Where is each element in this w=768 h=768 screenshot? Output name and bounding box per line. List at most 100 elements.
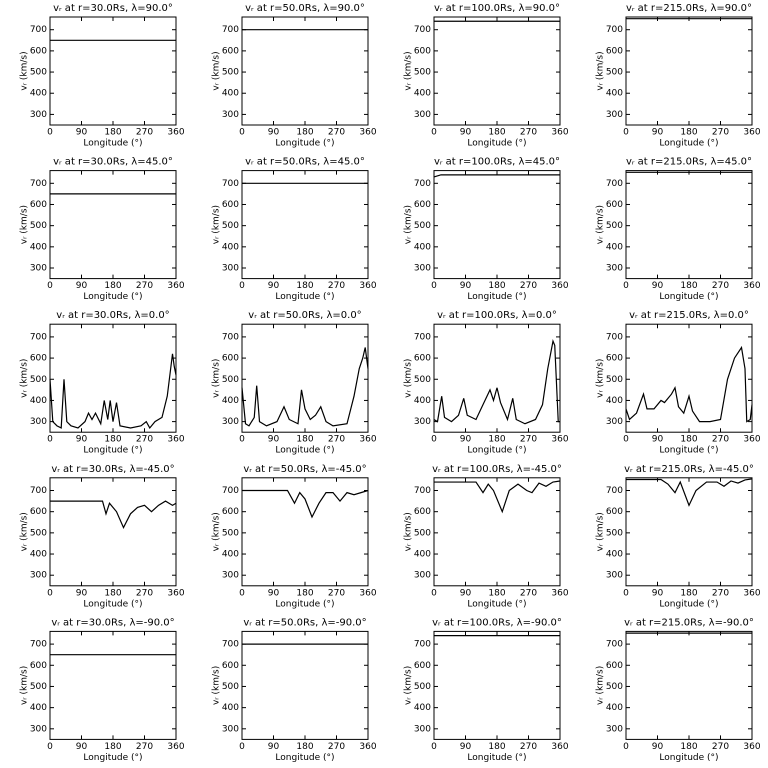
x-axis-label: Longitude (°) [659,292,718,302]
y-axis-label: vᵣ (km/s) [212,359,222,398]
y-tick-label: 700 [30,25,47,35]
y-tick-label: 700 [222,25,239,35]
y-tick-label: 300 [606,110,623,120]
y-tick-label: 400 [606,396,623,406]
data-line [242,489,369,519]
chart-title: vᵣ at r=50.0Rs, λ=90.0° [245,3,365,14]
x-axis-label: Longitude (°) [83,292,142,302]
y-tick-label: 500 [222,221,239,231]
y-tick-label: 400 [606,242,623,252]
x-tick-label: 0 [623,588,629,598]
x-tick-label: 360 [551,588,568,598]
x-tick-label: 0 [431,281,437,291]
y-tick-label: 500 [30,682,47,692]
x-tick-label: 90 [652,742,664,752]
x-axis-label: Longitude (°) [467,139,526,149]
y-tick-label: 700 [606,332,623,342]
chart-title: vᵣ at r=50.0Rs, λ=45.0° [245,157,365,168]
x-tick-label: 360 [551,128,568,138]
x-tick-label: 180 [296,742,313,752]
y-tick-label: 400 [222,242,239,252]
x-tick-label: 0 [239,128,245,138]
x-tick-label: 270 [328,281,345,291]
x-tick-label: 90 [76,281,88,291]
y-tick-label: 500 [222,375,239,385]
y-tick-label: 400 [222,550,239,560]
x-tick-label: 270 [520,588,537,598]
x-tick-label: 0 [47,281,53,291]
x-tick-label: 90 [460,128,472,138]
x-tick-label: 180 [296,281,313,291]
x-tick-label: 270 [136,742,153,752]
y-axis-label: vᵣ (km/s) [212,51,222,90]
y-axis-label: vᵣ (km/s) [596,359,606,398]
x-tick-label: 270 [712,281,729,291]
chart-title: vᵣ at r=100.0Rs, λ=45.0° [434,157,560,168]
x-tick-label: 360 [743,435,760,445]
y-axis-label: vᵣ (km/s) [20,666,30,705]
x-tick-label: 360 [551,742,568,752]
y-tick-label: 400 [30,703,47,713]
x-tick-label: 0 [239,281,245,291]
y-tick-label: 700 [414,486,431,496]
x-tick-label: 360 [167,588,184,598]
y-tick-label: 500 [30,528,47,538]
y-tick-label: 300 [606,724,623,734]
y-tick-label: 500 [414,682,431,692]
chart-title: vᵣ at r=30.0Rs, λ=-90.0° [51,617,174,628]
y-tick-label: 500 [606,68,623,78]
y-tick-label: 500 [606,528,623,538]
y-tick-label: 500 [222,528,239,538]
x-tick-label: 270 [328,588,345,598]
x-tick-label: 90 [76,128,88,138]
x-axis-label: Longitude (°) [659,753,718,763]
x-tick-label: 180 [488,281,505,291]
y-tick-label: 600 [30,661,47,671]
y-tick-label: 500 [414,375,431,385]
x-tick-label: 180 [488,128,505,138]
x-tick-label: 270 [136,435,153,445]
y-tick-label: 600 [30,200,47,210]
x-tick-label: 360 [167,435,184,445]
y-tick-label: 400 [30,396,47,406]
x-tick-label: 270 [712,128,729,138]
y-tick-label: 300 [606,571,623,581]
x-tick-label: 180 [104,128,121,138]
y-tick-label: 300 [414,417,431,427]
x-tick-label: 90 [76,588,88,598]
x-tick-label: 360 [551,281,568,291]
y-axis-label: vᵣ (km/s) [404,666,414,705]
y-tick-label: 500 [30,221,47,231]
x-tick-label: 90 [460,742,472,752]
chart-title: vᵣ at r=50.0Rs, λ=0.0° [248,310,361,321]
x-tick-label: 270 [520,435,537,445]
x-tick-label: 0 [431,588,437,598]
data-line [433,339,560,425]
y-tick-label: 700 [414,179,431,189]
y-tick-label: 500 [30,375,47,385]
y-tick-label: 700 [30,179,47,189]
x-tick-label: 360 [167,281,184,291]
y-tick-label: 400 [414,89,431,99]
x-tick-label: 270 [712,742,729,752]
x-tick-label: 360 [743,281,760,291]
x-tick-label: 180 [296,588,313,598]
x-tick-label: 270 [136,281,153,291]
y-tick-label: 400 [414,242,431,252]
x-tick-label: 270 [520,281,537,291]
y-tick-label: 400 [414,550,431,560]
chart-title: vᵣ at r=100.0Rs, λ=-45.0° [432,464,562,475]
y-tick-label: 300 [414,264,431,274]
x-axis-label: Longitude (°) [659,139,718,149]
y-axis-label: vᵣ (km/s) [212,205,222,244]
x-axis-label: Longitude (°) [467,446,526,456]
x-tick-label: 90 [460,435,472,445]
x-tick-label: 90 [652,128,664,138]
y-tick-label: 700 [222,179,239,189]
x-tick-label: 360 [743,742,760,752]
y-tick-label: 300 [606,264,623,274]
x-tick-label: 90 [460,281,472,291]
x-tick-label: 180 [296,435,313,445]
y-tick-label: 400 [606,550,623,560]
